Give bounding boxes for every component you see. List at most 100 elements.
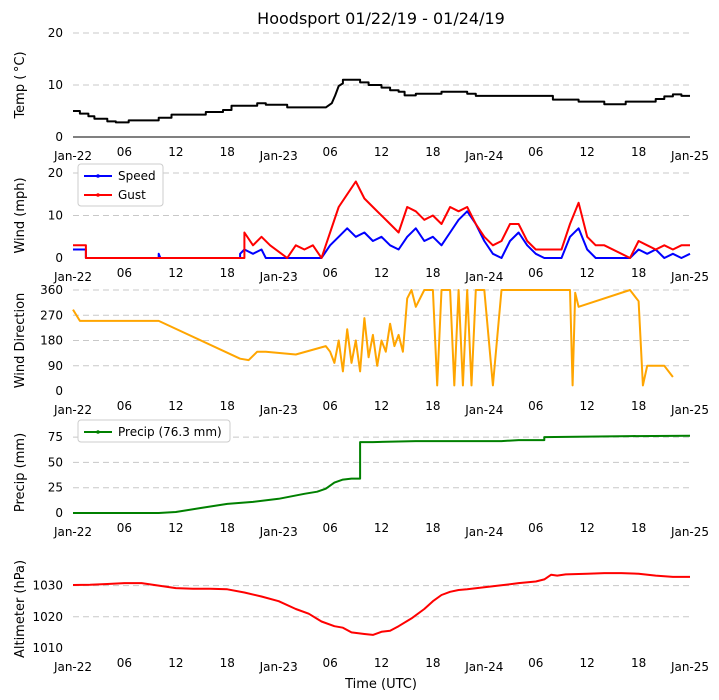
x-tick-label: 12 <box>374 266 389 280</box>
y-tick-label: 75 <box>48 430 63 444</box>
x-tick-label: Jan-23 <box>259 149 298 163</box>
x-tick-label: 12 <box>374 521 389 535</box>
x-tick-label: 18 <box>220 521 235 535</box>
x-axis-label: Time (UTC) <box>344 677 417 692</box>
legend-label: Speed <box>118 169 156 183</box>
x-tick-label: 06 <box>528 399 543 413</box>
x-tick-label: Jan-24 <box>464 149 503 163</box>
wind-speed-panel: 0 10 20 Jan-22 06 12 18 Jan-23 06 12 18 Jan-24 06 12 1… <box>13 163 709 284</box>
precip-panel: 0 25 50 75 Jan-22 06 12 18 Jan-23 06 12 18 Jan-24 06 1… <box>13 419 709 539</box>
x-tick-label: 12 <box>168 399 183 413</box>
legend-label: Gust <box>118 188 146 202</box>
x-tick-label: 06 <box>117 521 132 535</box>
x-tick-label: 18 <box>631 145 646 159</box>
x-tick-label: 06 <box>117 145 132 159</box>
y-axis-label: Precip (mm) <box>13 433 28 512</box>
x-tick-label: Jan-24 <box>464 525 503 539</box>
legend: Precip (76.3 mm) <box>77 419 231 443</box>
x-tick-label: 06 <box>322 145 337 159</box>
y-tick-label: 270 <box>40 308 63 322</box>
y-tick-label: 10 <box>48 209 63 223</box>
y-tick-label: 10 <box>48 78 63 92</box>
x-tick-label: 12 <box>580 656 595 670</box>
series-line-speed <box>73 210 691 259</box>
x-tick-label: 06 <box>322 521 337 535</box>
y-axis-label: Wind Direction <box>13 293 28 389</box>
x-tick-label: 12 <box>168 521 183 535</box>
x-tick-label: Jan-23 <box>259 660 298 674</box>
x-tick-label: Jan-25 <box>670 270 709 284</box>
y-tick-label: 1020 <box>32 610 63 624</box>
y-tick-label: 1030 <box>32 579 63 593</box>
x-tick-label: Jan-22 <box>53 660 92 674</box>
series-line-precip-76-3-mm- <box>73 434 691 514</box>
legend-marker <box>96 193 100 197</box>
x-tick-label: 18 <box>631 399 646 413</box>
y-axis-label: Temp ( °C) <box>13 51 28 119</box>
legend-marker <box>96 174 100 178</box>
x-tick-label: 06 <box>117 266 132 280</box>
x-tick-label: 18 <box>425 521 440 535</box>
y-tick-label: 0 <box>55 130 63 144</box>
x-tick-label: 18 <box>220 656 235 670</box>
x-tick-label: 06 <box>528 656 543 670</box>
wind-direction-panel: 0 90 180 270 360 Jan-22 06 12 18 Jan-23 06 12 18 Jan-… <box>13 283 709 417</box>
x-tick-label: Jan-24 <box>464 270 503 284</box>
legend: Speed Gust <box>77 163 164 207</box>
y-tick-label: 20 <box>48 166 63 180</box>
y-axis-label: Altimeter (hPa) <box>13 560 28 658</box>
x-tick-label: Jan-25 <box>670 149 709 163</box>
x-tick-label: 06 <box>528 266 543 280</box>
x-tick-label: Jan-23 <box>259 270 298 284</box>
series-line-gust <box>73 180 690 259</box>
legend-frame <box>77 419 231 443</box>
y-tick-label: 1010 <box>32 641 63 655</box>
x-tick-label: 18 <box>220 145 235 159</box>
x-tick-label: 18 <box>220 266 235 280</box>
x-tick-label: Jan-22 <box>53 149 92 163</box>
x-tick-label: 12 <box>374 145 389 159</box>
y-tick-label: 0 <box>55 251 63 265</box>
x-tick-label: 12 <box>580 399 595 413</box>
y-tick-label: 50 <box>48 455 63 469</box>
x-tick-label: Jan-23 <box>259 525 298 539</box>
series-line-direction <box>72 289 674 387</box>
x-tick-label: Jan-22 <box>53 525 92 539</box>
y-tick-label: 25 <box>48 481 63 495</box>
x-tick-label: 06 <box>322 399 337 413</box>
legend-marker <box>96 430 100 434</box>
x-tick-label: 12 <box>374 399 389 413</box>
x-tick-label: 18 <box>631 521 646 535</box>
x-tick-label: Jan-24 <box>464 403 503 417</box>
y-tick-label: 360 <box>40 283 63 297</box>
x-tick-label: 18 <box>631 266 646 280</box>
x-tick-label: 18 <box>631 656 646 670</box>
series-line-temp <box>73 78 690 124</box>
x-tick-label: 12 <box>168 145 183 159</box>
legend-label: Precip (76.3 mm) <box>118 425 222 439</box>
altimeter-panel: 1010 1020 1030 Jan-22 06 12 18 Jan-23 06 12 18 Jan-… <box>13 560 709 674</box>
x-tick-label: 06 <box>322 656 337 670</box>
y-tick-label: 180 <box>40 334 63 348</box>
y-tick-label: 20 <box>48 26 63 40</box>
y-axis-label: Wind (mph) <box>13 177 28 253</box>
x-tick-label: 06 <box>322 266 337 280</box>
y-tick-label: 0 <box>55 506 63 520</box>
x-tick-label: Jan-25 <box>670 660 709 674</box>
x-tick-label: 06 <box>528 145 543 159</box>
x-tick-label: Jan-24 <box>464 660 503 674</box>
x-tick-label: 12 <box>168 266 183 280</box>
x-tick-label: 06 <box>528 521 543 535</box>
x-tick-label: 12 <box>374 656 389 670</box>
x-tick-label: 12 <box>580 145 595 159</box>
x-tick-label: 12 <box>580 266 595 280</box>
x-tick-label: 06 <box>117 656 132 670</box>
x-tick-label: 06 <box>117 399 132 413</box>
x-tick-label: 12 <box>168 656 183 670</box>
x-tick-label: Jan-22 <box>53 403 92 417</box>
x-tick-label: Jan-25 <box>670 403 709 417</box>
x-tick-label: 18 <box>425 656 440 670</box>
x-tick-label: Jan-25 <box>670 525 709 539</box>
chart-title: Hoodsport 01/22/19 - 01/24/19 <box>257 9 505 28</box>
series-line-altimeter <box>72 572 690 636</box>
